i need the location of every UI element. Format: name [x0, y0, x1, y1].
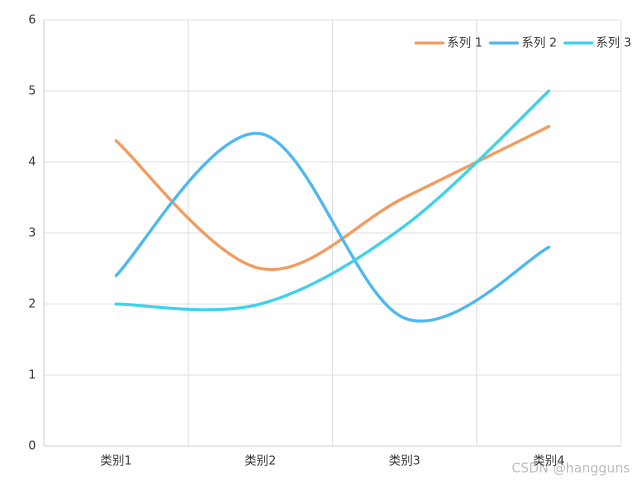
watermark: CSDN @hangguns — [512, 462, 631, 477]
legend-label: 系列 2 — [521, 36, 556, 50]
x-tick-label: 类别4 — [533, 454, 565, 468]
y-tick-label: 2 — [28, 297, 36, 311]
y-tick-label: 4 — [28, 155, 36, 169]
legend-label: 系列 1 — [447, 36, 482, 50]
x-tick-label: 类别2 — [245, 454, 277, 468]
y-tick-label: 5 — [28, 84, 36, 98]
y-tick-label: 0 — [28, 439, 36, 453]
y-tick-label: 6 — [28, 13, 36, 27]
series-line — [114, 132, 551, 323]
x-tick-label: 类别3 — [389, 454, 421, 468]
y-tick-label: 1 — [28, 368, 36, 382]
x-tick-label: 类别1 — [100, 454, 132, 468]
series-line — [114, 89, 551, 312]
legend-label: 系列 3 — [596, 36, 631, 50]
y-tick-label: 3 — [28, 226, 36, 240]
